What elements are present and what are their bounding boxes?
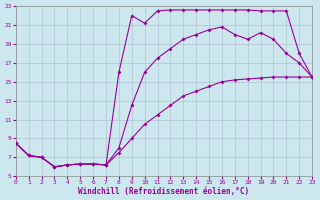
X-axis label: Windchill (Refroidissement éolien,°C): Windchill (Refroidissement éolien,°C) <box>78 187 250 196</box>
